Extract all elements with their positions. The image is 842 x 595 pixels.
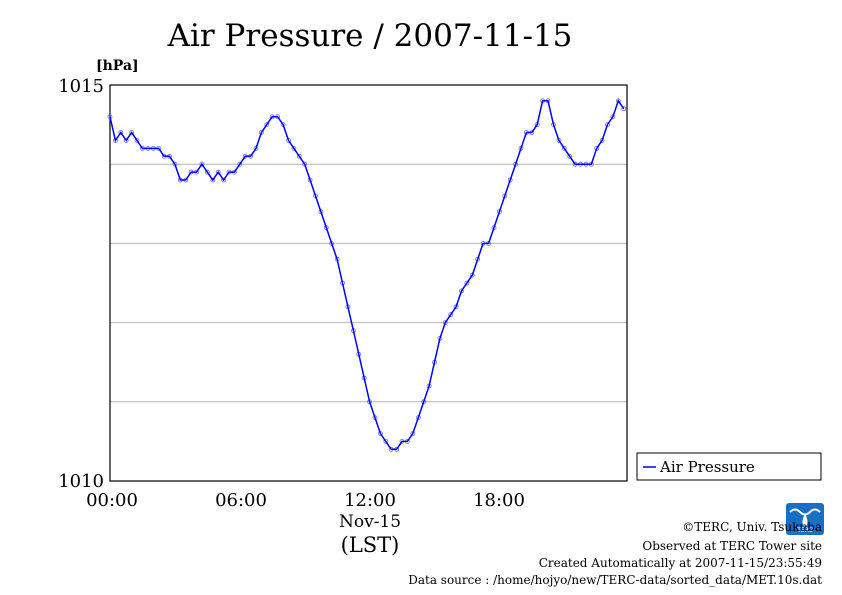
terc-logo: TERC	[786, 503, 824, 535]
x-tick-label-0600: 06:00	[215, 490, 267, 511]
data-point	[204, 169, 210, 175]
data-point	[621, 106, 627, 112]
data-point	[134, 137, 140, 143]
terc-logo-text: TERC	[796, 527, 813, 534]
series-markers	[107, 98, 627, 452]
x-timezone-label: (LST)	[341, 533, 400, 557]
plot-frame	[109, 84, 628, 482]
chart-title: Air Pressure / 2007-11-15	[167, 18, 573, 54]
grid-lines	[110, 163, 627, 403]
x-tick-label-1200: 12:00	[344, 490, 396, 511]
legend-label: Air Pressure	[659, 458, 755, 476]
y-axis-unit: [hPa]	[96, 58, 139, 74]
data-point	[296, 153, 302, 159]
data-point	[464, 280, 470, 286]
credit-site: Observed at TERC Tower site	[642, 539, 822, 553]
data-point	[210, 177, 216, 183]
y-tick-label-top: 1015	[58, 76, 104, 97]
data-point	[561, 145, 567, 151]
x-tick-label-0000: 00:00	[86, 490, 138, 511]
x-tick-label-1800: 18:00	[473, 490, 525, 511]
legend-box	[636, 452, 822, 481]
credit-copyright: ©TERC, Univ. Tsukuba	[682, 520, 822, 534]
legend: Air Pressure	[636, 452, 822, 481]
data-point	[291, 145, 297, 151]
data-point	[448, 312, 454, 318]
series-line-air-pressure	[109, 99, 625, 451]
data-point	[567, 153, 573, 159]
data-point	[199, 161, 205, 167]
data-point	[264, 122, 270, 127]
data-point	[123, 137, 129, 143]
data-point	[383, 438, 389, 444]
data-point	[215, 169, 221, 175]
x-date-label: Nov-15	[339, 512, 401, 532]
data-point	[237, 161, 243, 167]
credit-source: Data source : /home/hojyo/new/TERC-data/…	[408, 573, 822, 587]
credit-created: Created Automatically at 2007-11-15/23:5…	[539, 556, 822, 570]
data-point	[221, 177, 227, 183]
y-tick-label-bottom: 1010	[58, 471, 104, 492]
data-point	[129, 130, 135, 135]
data-point	[118, 130, 124, 135]
